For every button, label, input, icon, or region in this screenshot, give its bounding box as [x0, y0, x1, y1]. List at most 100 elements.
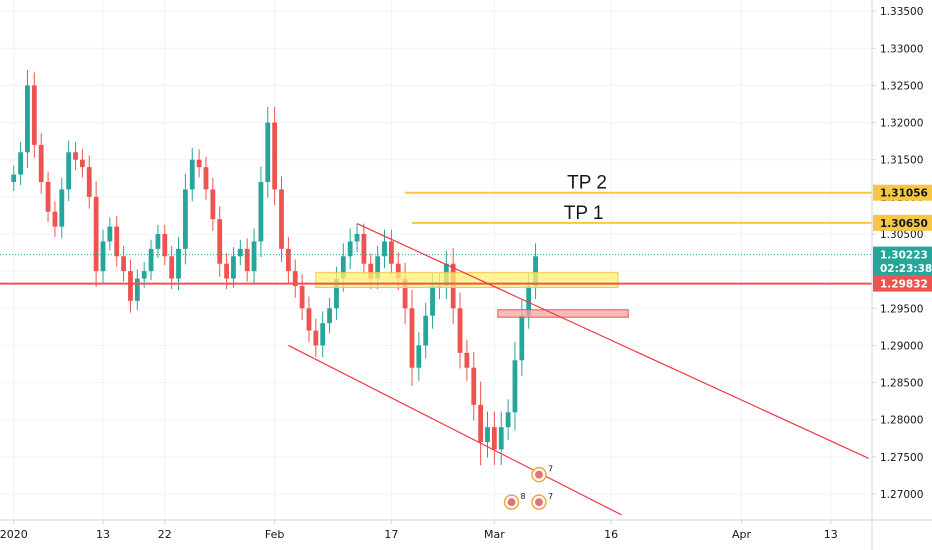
candle-body: [141, 271, 147, 279]
candle: [423, 302, 429, 359]
candle-body: [491, 427, 497, 450]
candle-body: [169, 256, 175, 279]
tp2-label: TP 2: [567, 173, 607, 194]
candle-body: [409, 308, 415, 368]
price-badge-bg: [873, 275, 932, 292]
candle-body: [478, 404, 484, 442]
candle: [292, 259, 298, 298]
candle-body: [52, 211, 58, 227]
candle-body: [182, 189, 188, 249]
candle: [313, 318, 319, 358]
price-badge-bg: [873, 184, 932, 201]
price-badge: 1.30650: [873, 214, 932, 231]
candle: [100, 229, 106, 283]
grid-lines: [0, 0, 872, 520]
candle: [86, 155, 92, 209]
candle: [354, 223, 360, 252]
time-tick-label: Feb: [265, 528, 284, 541]
price-tick-label: 1.27000: [880, 489, 923, 501]
time-tick-label: 2020: [0, 528, 28, 541]
candle: [244, 238, 250, 282]
candle-body: [423, 315, 429, 346]
candle: [361, 223, 367, 275]
candle-body: [258, 182, 264, 242]
candle: [251, 228, 257, 285]
candle: [265, 106, 271, 198]
candle-body: [148, 248, 154, 272]
candle-body: [196, 159, 202, 168]
candle: [31, 72, 37, 158]
red-zone: [497, 309, 629, 318]
candle-body: [45, 182, 51, 212]
candle-body: [66, 152, 72, 190]
price-tick-label: 1.30500: [880, 229, 923, 241]
candle-body: [25, 85, 30, 153]
price-tick-label: 1.33500: [880, 6, 923, 18]
price-badge-label: 1.31056: [880, 188, 928, 200]
time-tick-label: 17: [384, 528, 398, 541]
candle-body: [354, 234, 360, 242]
candle-body: [121, 256, 126, 272]
candle: [162, 224, 168, 266]
candle-body: [224, 263, 229, 279]
candle-body: [519, 315, 525, 361]
price-tick-label: 1.33000: [880, 43, 923, 55]
candle-body: [176, 248, 181, 279]
event-flag-3: 7: [531, 492, 553, 510]
candle: [203, 156, 209, 200]
candle-body: [217, 219, 223, 264]
candle-body: [382, 241, 387, 257]
candle: [93, 181, 99, 287]
candle-body: [347, 241, 353, 257]
price-tick-label: 1.27500: [880, 452, 923, 464]
price-badge-label: 1.30223: [880, 250, 928, 262]
candle-body: [79, 159, 85, 168]
candle: [210, 177, 216, 231]
candle-body: [334, 278, 339, 309]
candle: [59, 177, 65, 239]
candle-body: [299, 286, 305, 309]
candle-body: [38, 144, 44, 182]
event-count: 8: [521, 492, 526, 501]
candle: [237, 239, 243, 266]
candle-body: [388, 241, 394, 264]
candle-body: [18, 152, 24, 175]
candle: [45, 171, 51, 223]
candle-body: [505, 412, 511, 428]
candle: [231, 247, 236, 288]
candle-body: [231, 256, 236, 279]
candle: [485, 411, 490, 458]
candle: [182, 173, 188, 265]
candle: [347, 228, 353, 270]
price-badge-bg: [873, 259, 932, 276]
candle-body: [244, 248, 250, 272]
price-tick-label: 1.29500: [880, 303, 923, 315]
candle-body: [471, 367, 477, 405]
candle-body: [11, 174, 17, 182]
candle: [169, 245, 175, 289]
candle: [128, 259, 133, 313]
candle: [464, 339, 470, 381]
candle: [134, 269, 140, 310]
price-axis: 1.27000 1.27500 1.28000 1.28500 1.29000 1.295…: [871, 0, 932, 550]
candle-body: [134, 278, 140, 301]
candle-body: [114, 226, 120, 257]
channel-lower: [288, 344, 622, 516]
candle: [388, 229, 394, 276]
candle: [512, 342, 518, 431]
price-badge-bg: [873, 214, 932, 231]
candle-body: [306, 308, 312, 331]
candle-body: [237, 248, 243, 257]
candle: [25, 69, 30, 168]
price-badge: 1.30223: [873, 246, 932, 263]
event-flag-2: 8: [503, 492, 526, 510]
candle-body: [395, 263, 401, 279]
candle: [148, 239, 154, 281]
price-badge-bg: [873, 246, 932, 263]
price-badge-label: 02:23:38: [880, 263, 932, 275]
candle-body: [361, 234, 367, 264]
time-tick-label: 13: [96, 528, 110, 541]
candle: [66, 140, 72, 202]
